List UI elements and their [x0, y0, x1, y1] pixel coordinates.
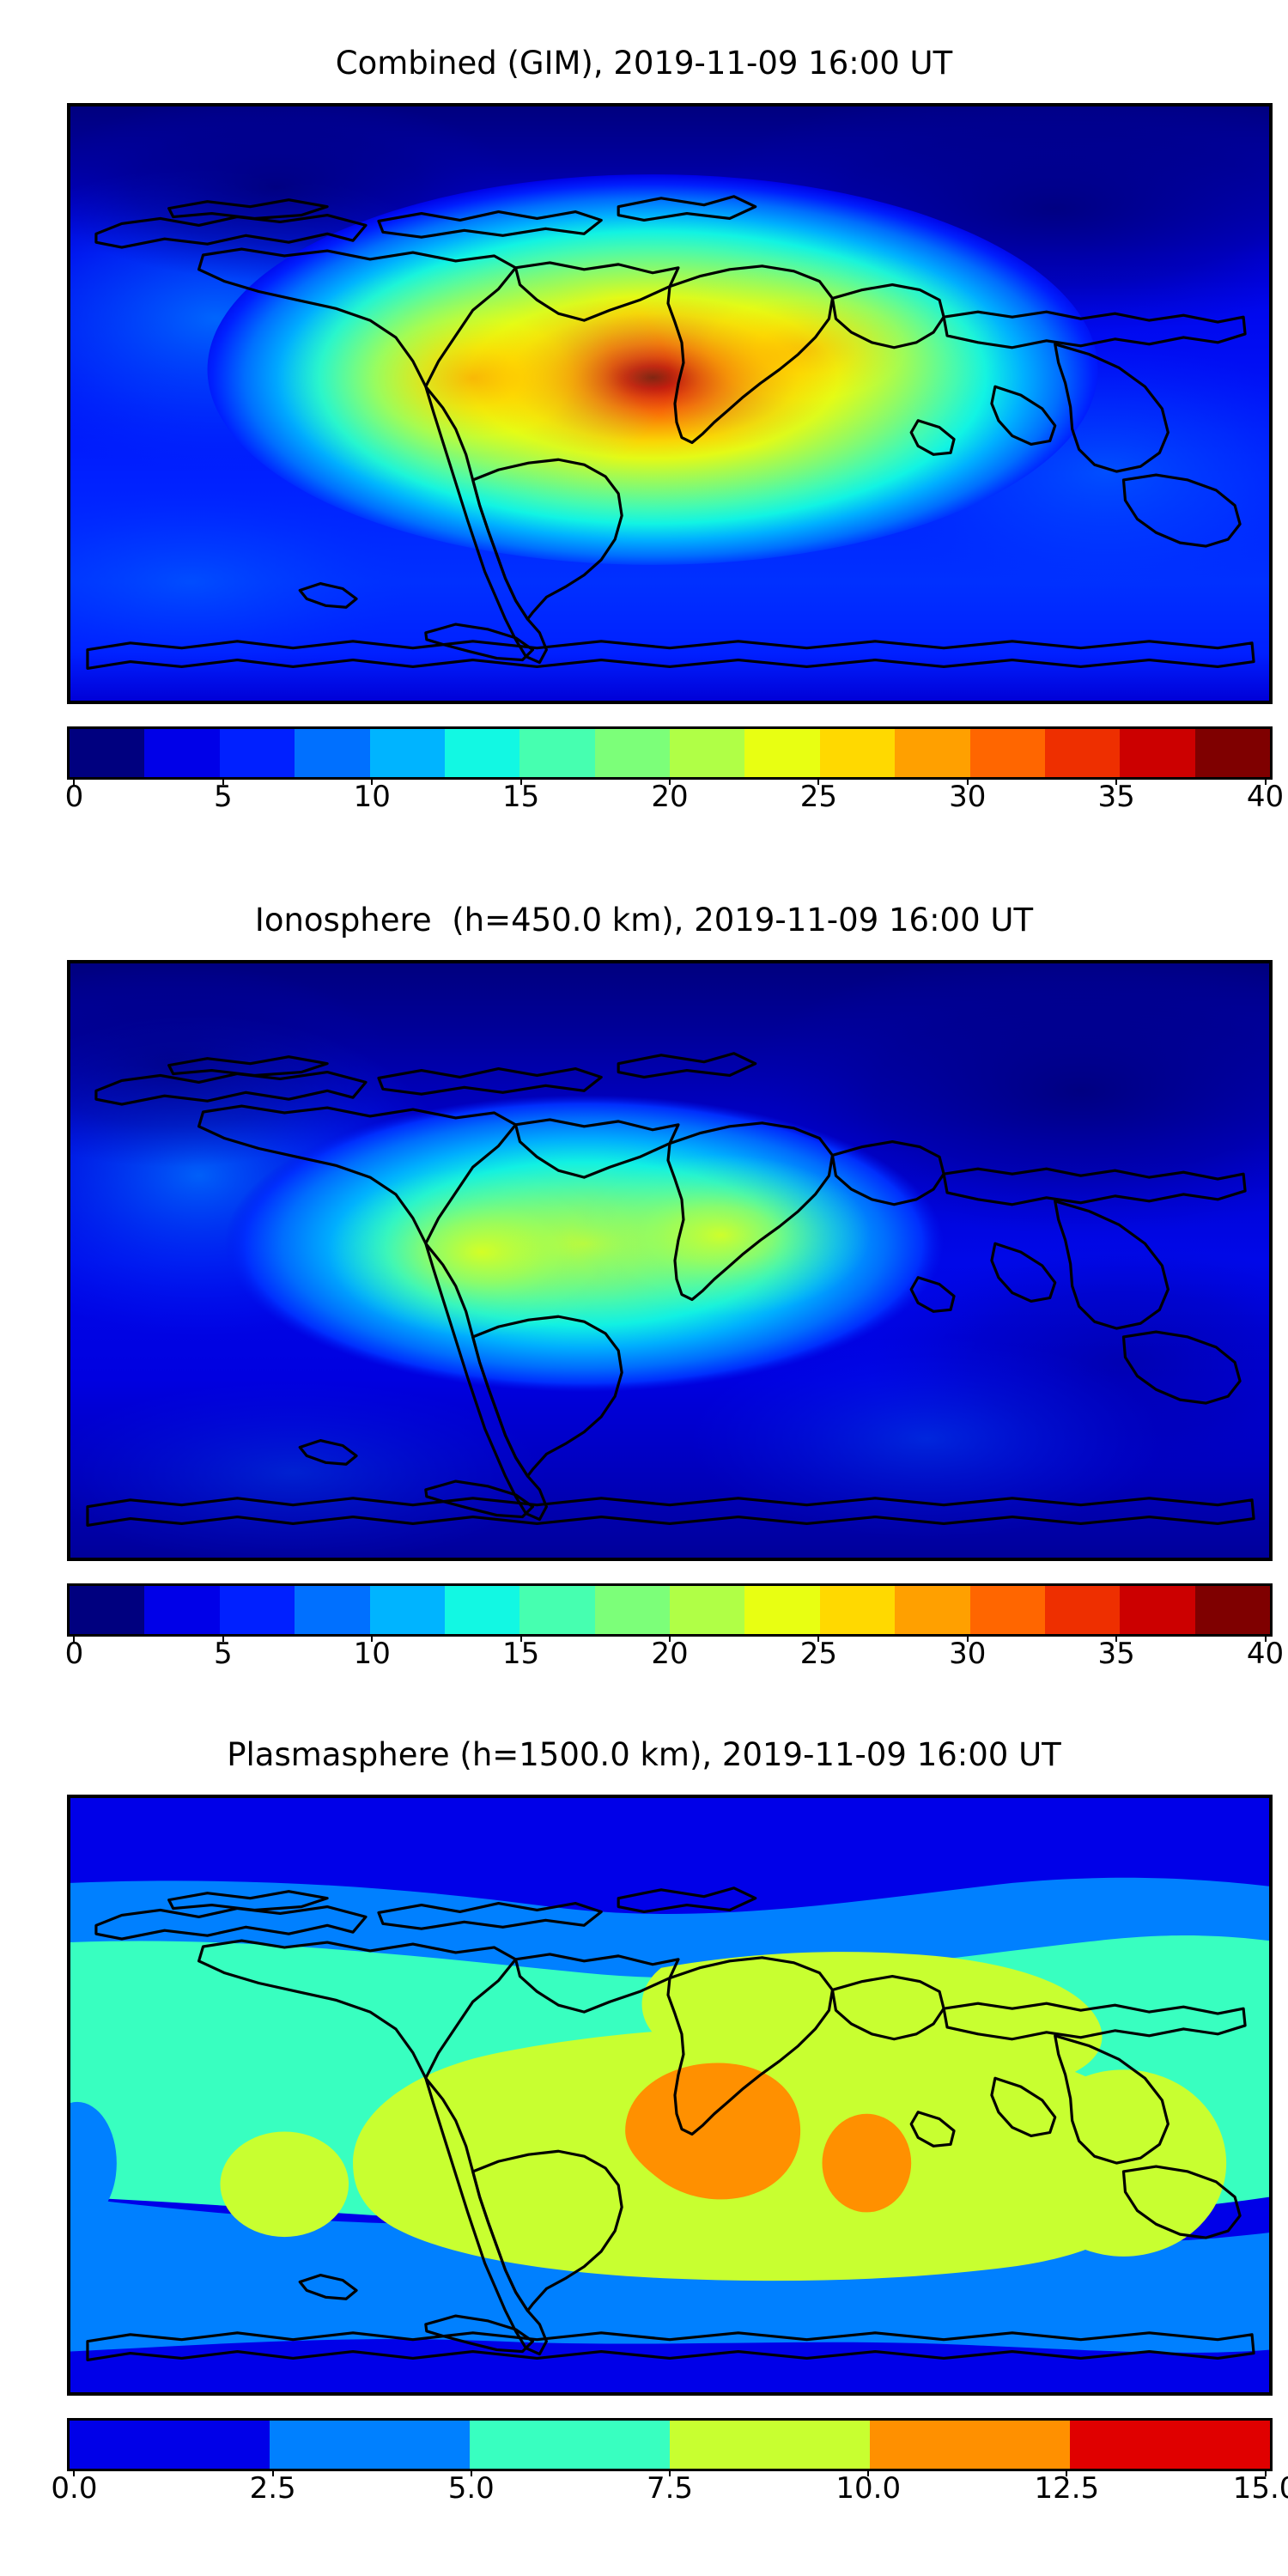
tick-label: 10 [353, 1637, 391, 1671]
map-combined [67, 103, 1273, 704]
tick-label: 20 [651, 1637, 689, 1671]
colorbar-combined-ticks: 0 5 10 15 20 25 30 35 40 [64, 777, 1284, 819]
map-frame-ionosphere [67, 960, 1273, 1561]
colorbar-plasmasphere: 0.0 2.5 5.0 7.5 10.0 12.5 15.0 [51, 2418, 1288, 2511]
tick-label: 15 [501, 1637, 540, 1671]
panel-title-combined: Combined (GIM), 2019-11-09 16:00 UT [335, 45, 953, 82]
tick-label: 20 [651, 780, 689, 814]
panel-ionosphere: Ionosphere (h=450.0 km), 2019-11-09 16:0… [0, 902, 1288, 939]
tick-label: 2.5 [249, 2471, 296, 2506]
map-frame-combined [67, 103, 1273, 704]
panel-title-plasmasphere: Plasmasphere (h=1500.0 km), 2019-11-09 1… [227, 1736, 1061, 1773]
colorbar-ionosphere-bands [67, 1583, 1273, 1637]
tick-label: 15 [501, 780, 540, 814]
panel-title-ionosphere: Ionosphere (h=450.0 km), 2019-11-09 16:0… [254, 902, 1034, 939]
tick-label: 40 [1246, 1637, 1285, 1671]
panel-plasmasphere: Plasmasphere (h=1500.0 km), 2019-11-09 1… [0, 1736, 1288, 1773]
tick-label: 40 [1246, 780, 1285, 814]
colorbar-combined-bands [67, 726, 1273, 780]
tick-label: 10.0 [835, 2471, 902, 2506]
tec-field-ionosphere [70, 963, 1269, 1558]
colorbar-combined: 0 5 10 15 20 25 30 35 40 [64, 726, 1284, 819]
tick-label: 25 [799, 780, 838, 814]
tick-label: 10 [353, 780, 391, 814]
map-ionosphere [67, 960, 1273, 1561]
tick-label: 35 [1097, 780, 1135, 814]
tec-field-plasmasphere [70, 1798, 1269, 2392]
colorbar-plasmasphere-bands [67, 2418, 1273, 2471]
tick-label: 25 [799, 1637, 838, 1671]
tick-label: 35 [1097, 1637, 1135, 1671]
colorbar-plasmasphere-ticks: 0.0 2.5 5.0 7.5 10.0 12.5 15.0 [51, 2469, 1288, 2511]
tick-label: 5 [213, 780, 233, 814]
tick-label: 30 [949, 1637, 987, 1671]
tick-label: 0.0 [51, 2471, 98, 2506]
tick-label: 7.5 [646, 2471, 694, 2506]
colorbar-ionosphere-ticks: 0 5 10 15 20 25 30 35 40 [64, 1634, 1284, 1676]
tick-label: 30 [949, 780, 987, 814]
tec-field-combined [70, 106, 1269, 701]
colorbar-ionosphere: 0 5 10 15 20 25 30 35 40 [64, 1583, 1284, 1676]
tick-label: 12.5 [1034, 2471, 1100, 2506]
panel-combined: Combined (GIM), 2019-11-09 16:00 UT [0, 45, 1288, 82]
tick-label: 5.0 [447, 2471, 495, 2506]
map-plasmasphere [67, 1795, 1273, 2396]
tick-label: 0 [64, 780, 84, 814]
map-frame-plasmasphere [67, 1795, 1273, 2396]
tick-label: 0 [64, 1637, 84, 1671]
tick-label: 5 [213, 1637, 233, 1671]
tick-label: 15.0 [1232, 2471, 1288, 2506]
